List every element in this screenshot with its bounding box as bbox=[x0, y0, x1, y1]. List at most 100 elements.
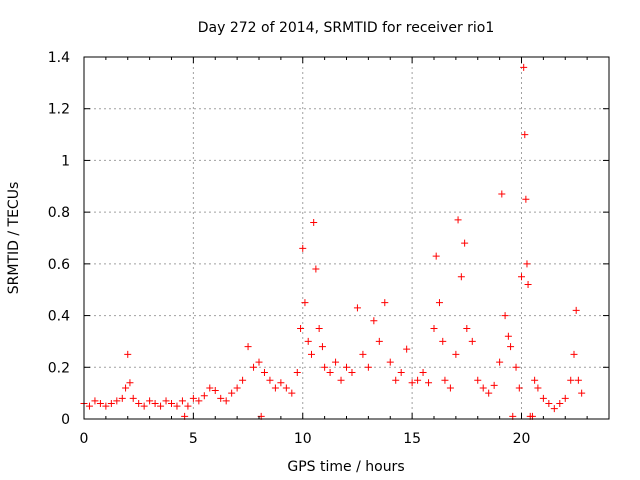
data-point bbox=[318, 343, 326, 351]
data-point bbox=[507, 343, 515, 351]
data-point bbox=[162, 397, 170, 405]
data-point bbox=[157, 402, 165, 410]
data-point bbox=[217, 394, 225, 402]
data-point bbox=[228, 389, 236, 397]
y-tick-label: 1 bbox=[61, 153, 70, 169]
data-point bbox=[129, 394, 137, 402]
data-point bbox=[140, 402, 148, 410]
data-point bbox=[113, 397, 121, 405]
data-point bbox=[85, 402, 93, 410]
data-point bbox=[534, 384, 542, 392]
data-point bbox=[107, 399, 115, 407]
data-point bbox=[439, 337, 447, 345]
data-point bbox=[271, 384, 279, 392]
data-point bbox=[178, 397, 186, 405]
data-point bbox=[523, 260, 531, 268]
data-point bbox=[299, 244, 307, 252]
y-tick-label: 0.2 bbox=[48, 360, 70, 376]
data-point bbox=[96, 399, 104, 407]
data-point bbox=[457, 273, 465, 281]
data-point bbox=[490, 381, 498, 389]
data-point bbox=[574, 376, 582, 384]
data-point bbox=[520, 63, 528, 71]
data-point bbox=[430, 325, 438, 332]
data-point bbox=[282, 384, 290, 392]
data-point bbox=[461, 239, 469, 247]
y-tick-label: 1.4 bbox=[48, 50, 70, 66]
y-tick-label: 0 bbox=[61, 412, 70, 428]
data-point bbox=[392, 376, 400, 384]
y-tick-label: 1.2 bbox=[48, 102, 70, 118]
data-point bbox=[151, 399, 159, 407]
data-point bbox=[364, 363, 372, 371]
data-point bbox=[277, 379, 285, 387]
data-point bbox=[146, 397, 154, 405]
data-point bbox=[454, 216, 462, 224]
data-point bbox=[381, 299, 389, 307]
data-point bbox=[211, 387, 219, 395]
data-point bbox=[512, 363, 520, 371]
data-point bbox=[250, 363, 258, 371]
data-point bbox=[255, 358, 263, 366]
data-point bbox=[572, 306, 580, 314]
data-point bbox=[370, 317, 378, 325]
data-point bbox=[102, 402, 110, 410]
data-point bbox=[266, 376, 274, 384]
data-point bbox=[539, 394, 547, 402]
data-point bbox=[498, 190, 506, 198]
data-point bbox=[359, 350, 367, 358]
data-point bbox=[337, 376, 345, 384]
data-point bbox=[184, 402, 192, 410]
data-point bbox=[567, 376, 575, 384]
data-point bbox=[321, 363, 329, 371]
data-point bbox=[556, 399, 564, 407]
x-tick-label: 20 bbox=[513, 431, 531, 447]
data-point bbox=[408, 379, 416, 387]
data-point bbox=[550, 405, 558, 413]
x-tick-label: 15 bbox=[403, 431, 421, 447]
data-point bbox=[332, 358, 340, 366]
data-point bbox=[135, 399, 143, 407]
data-point bbox=[122, 384, 130, 392]
data-point bbox=[375, 337, 383, 345]
data-point bbox=[468, 337, 476, 345]
data-point bbox=[189, 394, 197, 402]
data-point bbox=[403, 345, 411, 353]
y-tick-label: 0.4 bbox=[48, 309, 70, 325]
data-point bbox=[301, 299, 309, 307]
data-point bbox=[310, 218, 318, 226]
data-point bbox=[343, 363, 350, 371]
y-tick-label: 0.8 bbox=[48, 205, 70, 221]
data-point bbox=[124, 350, 132, 358]
data-point bbox=[435, 299, 443, 307]
data-point bbox=[432, 252, 440, 260]
x-tick-label: 5 bbox=[189, 431, 198, 447]
data-point bbox=[200, 392, 208, 400]
data-point bbox=[441, 376, 449, 384]
y-tick-label: 0.6 bbox=[48, 257, 70, 273]
data-point bbox=[195, 397, 203, 405]
data-point bbox=[206, 384, 214, 392]
data-point bbox=[397, 368, 405, 376]
data-point bbox=[297, 325, 305, 332]
data-point bbox=[308, 350, 315, 358]
data-point bbox=[315, 325, 323, 332]
data-point bbox=[118, 394, 126, 402]
data-point bbox=[524, 281, 532, 289]
data-point bbox=[515, 384, 523, 392]
data-point bbox=[386, 358, 394, 366]
data-points bbox=[80, 63, 586, 420]
data-point bbox=[414, 376, 422, 384]
data-point bbox=[521, 131, 529, 139]
data-point bbox=[419, 368, 427, 376]
x-axis-title: GPS time / hours bbox=[287, 459, 404, 475]
x-tick-label: 10 bbox=[294, 431, 312, 447]
data-point bbox=[326, 368, 334, 376]
data-point bbox=[168, 399, 175, 407]
data-point bbox=[126, 379, 134, 387]
y-axis-title: SRMTID / TECUs bbox=[6, 182, 22, 295]
data-point bbox=[504, 332, 512, 340]
data-point bbox=[293, 368, 301, 376]
